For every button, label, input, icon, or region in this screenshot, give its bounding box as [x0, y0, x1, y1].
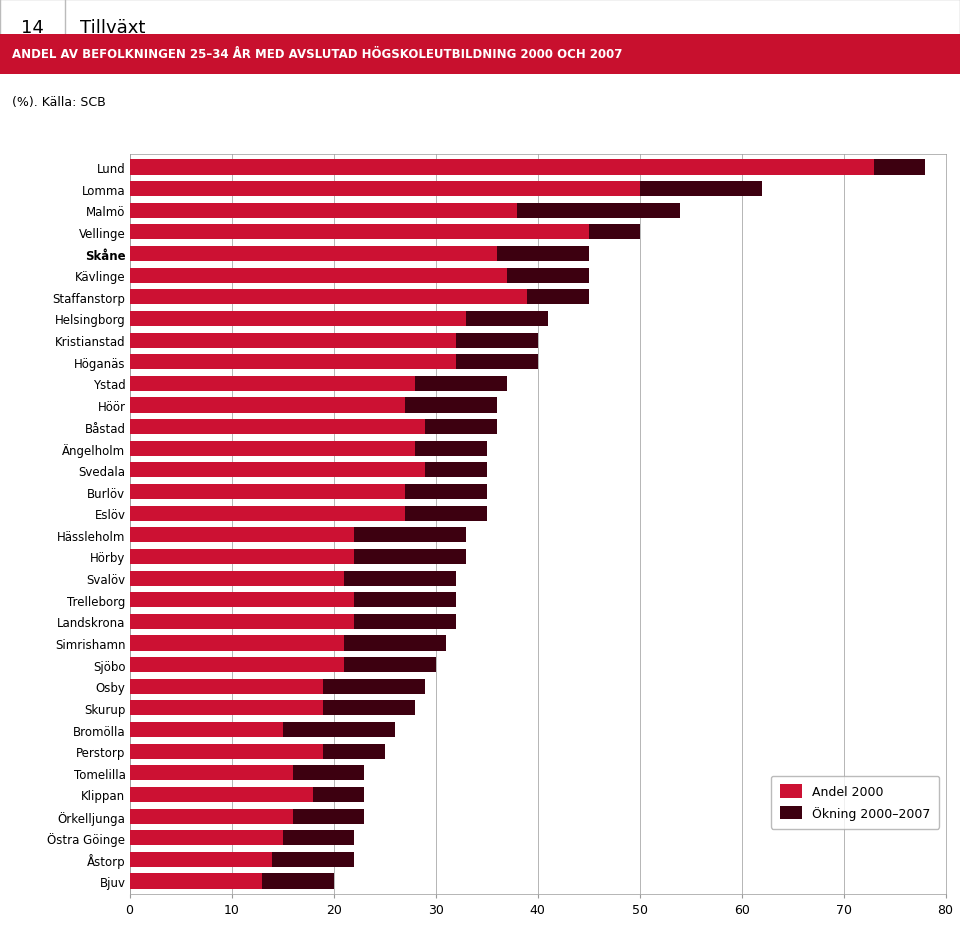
Bar — [354, 528, 467, 543]
Bar — [130, 571, 344, 586]
Bar — [130, 744, 324, 759]
Bar — [324, 679, 425, 694]
Legend: Andel 2000, Ökning 2000–2007: Andel 2000, Ökning 2000–2007 — [771, 776, 939, 829]
Bar — [425, 463, 487, 478]
Bar — [130, 528, 354, 543]
Bar — [517, 204, 681, 219]
Bar — [354, 549, 467, 565]
Bar — [130, 615, 354, 630]
Bar — [425, 420, 497, 435]
Bar — [130, 831, 282, 846]
Bar — [130, 635, 344, 651]
Bar — [639, 182, 762, 197]
Bar — [262, 873, 334, 888]
Bar — [130, 355, 456, 370]
Bar — [130, 873, 262, 888]
Bar — [527, 290, 588, 305]
Bar — [344, 635, 445, 651]
Bar — [130, 549, 354, 565]
Bar — [130, 851, 273, 867]
Bar — [507, 268, 588, 283]
Bar — [293, 766, 364, 781]
Bar — [130, 225, 588, 240]
Bar — [456, 355, 538, 370]
Bar — [130, 506, 405, 521]
Bar — [130, 312, 467, 327]
Bar — [130, 268, 507, 283]
Bar — [130, 204, 517, 219]
Bar — [875, 160, 925, 176]
Bar — [130, 787, 313, 802]
Bar — [467, 312, 548, 327]
Bar — [130, 420, 425, 435]
Bar — [130, 182, 639, 197]
Bar — [344, 571, 456, 586]
Bar — [324, 744, 385, 759]
Bar — [273, 851, 354, 867]
Text: 14: 14 — [20, 19, 43, 37]
Bar — [130, 441, 416, 456]
Bar — [416, 377, 507, 392]
Bar — [130, 722, 282, 737]
Bar — [130, 377, 416, 392]
Bar — [130, 593, 354, 608]
Text: (%). Källa: SCB: (%). Källa: SCB — [12, 96, 106, 110]
Text: Tillväxt: Tillväxt — [80, 19, 145, 37]
Bar — [130, 246, 497, 261]
Bar — [354, 615, 456, 630]
Bar — [344, 657, 436, 672]
Bar — [282, 831, 354, 846]
Text: ANDEL AV BEFOLKNINGEN 25–34 ÅR MED AVSLUTAD HÖGSKOLEUTBILDNING 2000 OCH 2007: ANDEL AV BEFOLKNINGEN 25–34 ÅR MED AVSLU… — [12, 48, 622, 61]
Bar — [405, 506, 487, 521]
Bar — [354, 593, 456, 608]
Bar — [588, 225, 639, 240]
Bar — [130, 398, 405, 413]
Bar — [313, 787, 364, 802]
Bar — [130, 657, 344, 672]
Bar — [130, 700, 324, 716]
Bar — [130, 160, 875, 176]
Bar — [130, 679, 324, 694]
Bar — [456, 333, 538, 348]
Bar — [293, 809, 364, 824]
Bar — [324, 700, 416, 716]
Bar — [416, 441, 487, 456]
Bar — [130, 766, 293, 781]
Bar — [130, 484, 405, 499]
Bar — [130, 809, 293, 824]
Bar — [130, 290, 527, 305]
Bar — [282, 722, 395, 737]
Bar — [405, 398, 497, 413]
Bar — [130, 333, 456, 348]
Bar — [405, 484, 487, 499]
Bar — [130, 463, 425, 478]
Bar — [497, 246, 588, 261]
